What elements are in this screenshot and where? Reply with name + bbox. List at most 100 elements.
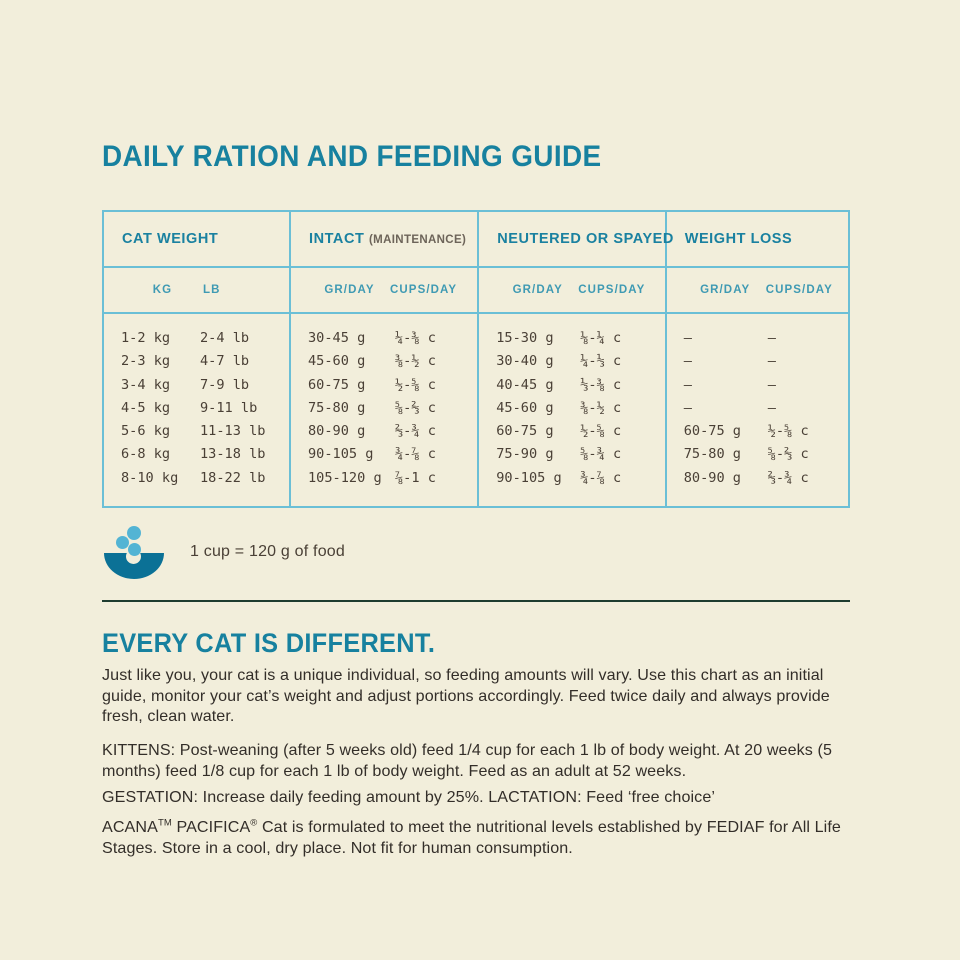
table-group-header-weight-loss: WEIGHT LOSS	[666, 212, 848, 267]
cell-grams: 30-40 g	[496, 353, 554, 370]
section-heading: EVERY CAT IS DIFFERENT.	[102, 628, 436, 658]
cell-cups: —	[767, 353, 776, 370]
table-cell-neutered: 15-30 g ⅛-¼ c 30-40 g ¼-⅓ c 40-45 g ⅓-⅜ c 4…	[478, 313, 667, 507]
table-row: 30-45 g ¼-⅜ c	[308, 327, 477, 350]
cell-kg: 4-5 kg	[121, 399, 171, 416]
cell-cups: ⅝-⅔ c	[395, 399, 436, 416]
cell-lb: 4-7 lb	[200, 353, 250, 370]
group-label-intact: INTACT	[309, 231, 365, 247]
cup-conversion-label: 1 cup = 120 g of food	[190, 543, 345, 560]
cell-lb: 13-18 lb	[200, 446, 266, 463]
cell-grams: 40-45 g	[496, 376, 554, 393]
cell-cups: ⅞-1 c	[395, 469, 436, 486]
table-row: 60-75 g ½-⅝ c	[496, 420, 664, 443]
group-label-neutered-or-spayed: NEUTERED OR SPAYED	[497, 231, 674, 247]
cell-cups: ⅝-⅔ c	[767, 446, 809, 463]
food-bowl-icon	[102, 525, 164, 579]
table-unit-header-intact: GR/DAY CUPS/DAY	[290, 267, 480, 313]
kibble-circle-icon	[116, 536, 129, 549]
cell-kg: 1-2 kg	[121, 330, 171, 346]
table-row: — —	[684, 350, 848, 373]
cell-lb: 7-9 lb	[200, 376, 250, 393]
table-unit-header-neutered: GR/DAY CUPS/DAY	[478, 267, 667, 313]
unit-label-lb: LB	[203, 284, 221, 296]
trademark-icon: TM	[157, 817, 172, 829]
group-label-cat-weight: CAT WEIGHT	[122, 231, 219, 247]
cell-cups: ⅝-¾ c	[580, 446, 622, 463]
cell-kg: 3-4 kg	[121, 376, 171, 393]
cell-grams: 60-75 g	[496, 423, 554, 440]
paragraph-general-guidance: Just like you, your cat is a unique indi…	[102, 666, 830, 725]
cell-cups: ¾-⅞ c	[395, 446, 436, 463]
table-row: 60-75 g ½-⅝ c	[308, 374, 477, 397]
product-name: PACIFICA	[171, 818, 251, 836]
table-row: 40-45 g ⅓-⅜ c	[496, 374, 664, 397]
cell-grams: 60-75 g	[683, 423, 741, 440]
unit-label-neutered-grams: GR/DAY	[512, 284, 563, 296]
cell-grams: 60-75 g	[308, 376, 366, 393]
table-unit-header-weight-loss: GR/DAY CUPS/DAY	[666, 267, 848, 313]
cell-grams: 90-105 g	[496, 469, 562, 486]
table-row: 30-40 g ¼-⅓ c	[496, 350, 664, 373]
unit-label-kg: KG	[152, 284, 173, 296]
table-row: 4-5 kg 9-11 lb	[121, 397, 289, 420]
registered-icon: ®	[250, 817, 258, 829]
cell-cups: —	[767, 376, 776, 393]
table-row: 75-80 g ⅝-⅔ c	[308, 397, 477, 420]
column-intact: 30-45 g ¼-⅜ c 45-60 g ⅜-½ c 60-75 g ½-⅝ c 7…	[291, 327, 477, 490]
cell-lb: 9-11 lb	[200, 399, 258, 416]
cell-grams: 75-80 g	[308, 399, 366, 416]
table-row: — —	[684, 374, 848, 397]
table-row: 2-3 kg 4-7 lb	[121, 350, 289, 373]
unit-label-neutered-cups: CUPS/DAY	[578, 284, 646, 296]
unit-label-intact-cups: CUPS/DAY	[390, 284, 458, 296]
table-row: 80-90 g ⅔-¾ c	[684, 467, 848, 490]
group-sublabel-maintenance: (MAINTENANCE)	[368, 234, 467, 246]
table-row: 8-10 kg 18-22 lb	[121, 467, 289, 490]
group-label-weight-loss: WEIGHT LOSS	[684, 231, 793, 247]
cell-kg: 2-3 kg	[121, 353, 171, 370]
cell-cups: —	[767, 399, 776, 416]
table-unit-header-row: KG LB GR/DAY CUPS/DAY GR/DAY CUPS/	[104, 267, 848, 313]
column-neutered-or-spayed: 15-30 g ⅛-¼ c 30-40 g ¼-⅓ c 40-45 g ⅓-⅜ c 4…	[479, 327, 664, 490]
cell-grams: —	[683, 330, 692, 346]
table-row: 1-2 kg 2-4 lb	[121, 327, 289, 350]
cell-lb: 2-4 lb	[200, 330, 250, 346]
table-row: 105-120 g ⅞-1 c	[308, 467, 477, 490]
table-group-header-row: CAT WEIGHT INTACT (MAINTENANCE) NEUTERED…	[104, 212, 848, 267]
table-group-header-intact: INTACT (MAINTENANCE)	[290, 212, 480, 267]
cell-grams: 75-90 g	[496, 446, 554, 463]
table-row: 5-6 kg 11-13 lb	[121, 420, 289, 443]
table-cell-intact: 30-45 g ¼-⅜ c 45-60 g ⅜-½ c 60-75 g ½-⅝ c 7…	[290, 313, 480, 507]
cup-conversion-note: 1 cup = 120 g of food	[102, 524, 345, 580]
table-row: 15-30 g ⅛-¼ c	[496, 327, 664, 350]
daily-ration-table: CAT WEIGHT INTACT (MAINTENANCE) NEUTERED…	[104, 212, 848, 507]
cell-cups: ⅜-½ c	[580, 399, 622, 416]
table-row: — —	[684, 397, 848, 420]
cell-grams: —	[683, 399, 692, 416]
cell-cups: ⅓-⅜ c	[580, 376, 622, 393]
daily-ration-table-container: CAT WEIGHT INTACT (MAINTENANCE) NEUTERED…	[102, 210, 850, 509]
table-data-row: 1-2 kg 2-4 lb 2-3 kg 4-7 lb 3-4 kg 7-9 lb 4…	[104, 313, 848, 507]
table-row: 75-80 g ⅝-⅔ c	[684, 443, 848, 466]
table-row: 60-75 g ½-⅝ c	[684, 420, 848, 443]
cell-lb: 18-22 lb	[200, 469, 266, 486]
cell-grams: 45-60 g	[308, 353, 366, 370]
cell-cups: —	[767, 330, 776, 346]
cell-kg: 8-10 kg	[121, 469, 179, 486]
cell-cups: ¼-⅓ c	[580, 353, 622, 370]
paragraph-gestation-lactation: GESTATION: Increase daily feeding amount…	[102, 788, 716, 806]
paragraph-legal-brand: ACANATM PACIFICA® Cat is formulated to m…	[102, 817, 854, 858]
cell-cups: ⅜-½ c	[395, 353, 436, 370]
brand-name: ACANA	[102, 818, 158, 836]
cell-cups: ⅔-¾ c	[395, 423, 436, 440]
cell-cups: ⅔-¾ c	[767, 469, 809, 486]
table-row: 6-8 kg 13-18 lb	[121, 443, 289, 466]
section-divider	[102, 600, 850, 602]
cell-cups: ½-⅝ c	[580, 423, 622, 440]
cell-grams: 80-90 g	[683, 469, 741, 486]
page-title: DAILY RATION AND FEEDING GUIDE	[102, 140, 602, 173]
cell-grams: 105-120 g	[308, 469, 382, 486]
cell-cups: ½-⅝ c	[767, 423, 809, 440]
